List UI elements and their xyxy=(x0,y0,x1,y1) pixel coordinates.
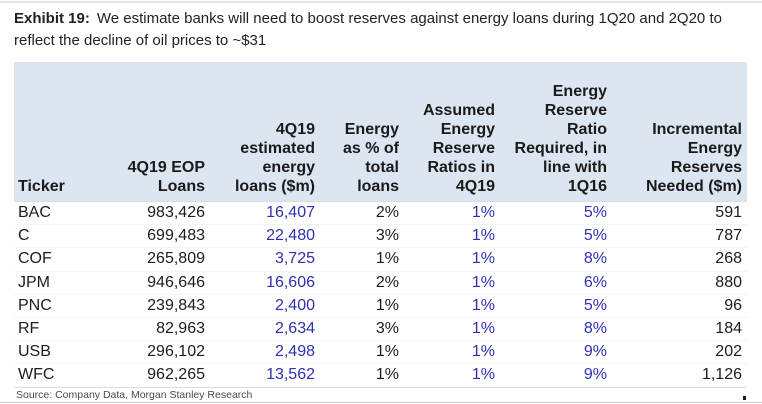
table-cell: 9% xyxy=(583,343,607,361)
exhibit-title-text: We estimate banks will need to boost res… xyxy=(14,10,722,49)
table-cell: 1% xyxy=(471,296,495,314)
table-cell: 1% xyxy=(375,250,399,268)
table-cell: 1% xyxy=(471,343,495,361)
exhibit-title: Exhibit 19: We estimate banks will need t… xyxy=(14,8,728,52)
table-row: COF 265,809 3,725 1% 1% 8% 268 xyxy=(14,248,747,272)
table-row: JPM 946,646 16,606 2% 1% 6% 880 xyxy=(14,272,747,295)
table-cell: 16,407 xyxy=(266,204,315,222)
table-cell: COF xyxy=(18,250,52,268)
column-header: Ticker xyxy=(18,178,65,195)
table-cell: 1% xyxy=(471,204,495,222)
table-cell: RF xyxy=(18,320,40,338)
table-cell: 5% xyxy=(583,296,607,314)
table-cell: 2,498 xyxy=(274,343,315,361)
exhibit-table: Ticker 4Q19 EOP Loans 4Q19 estimated energy lo… xyxy=(14,62,747,388)
table-header-row: Ticker 4Q19 EOP Loans 4Q19 estimated energy lo… xyxy=(14,62,747,202)
table-cell: 1% xyxy=(471,250,495,268)
table-cell: C xyxy=(18,227,30,245)
table-cell: 1% xyxy=(375,366,399,384)
table-cell: 983,426 xyxy=(147,204,205,222)
table-cell: 2% xyxy=(375,204,399,222)
table-cell: 8% xyxy=(583,250,607,268)
table-cell: 96 xyxy=(724,296,742,314)
table-cell: 1% xyxy=(375,343,399,361)
table-cell: 265,809 xyxy=(147,250,205,268)
column-header: Energy Reserve Ratio Required, in line with 1… xyxy=(514,83,607,195)
table-cell: 202 xyxy=(715,343,742,361)
table-cell: 1,126 xyxy=(701,366,742,384)
table-cell: 1% xyxy=(375,296,399,314)
table-cell: 699,483 xyxy=(147,227,205,245)
table-row: BAC 983,426 16,407 2% 1% 5% 591 xyxy=(14,202,747,226)
table-cell: 22,480 xyxy=(266,227,315,245)
column-header: Incremental Energy Reserves Needed ($m) xyxy=(645,121,742,195)
column-header: 4Q19 EOP Loans xyxy=(127,159,205,195)
table-cell: 16,606 xyxy=(266,273,315,291)
corner-mark xyxy=(743,396,746,400)
table-cell: 962,265 xyxy=(147,366,205,384)
column-header: 4Q19 estimated energy loans ($m) xyxy=(234,121,315,195)
table-cell: 3% xyxy=(375,320,399,338)
table-row: C 699,483 22,480 3% 1% 5% 787 xyxy=(14,225,747,249)
exhibit-label: Exhibit 19: xyxy=(14,10,90,27)
table-body: BAC 983,426 16,407 2% 1% 5% 591 C 699,483 22,480 3… xyxy=(14,202,747,388)
table-cell: WFC xyxy=(18,366,55,384)
table-cell: 5% xyxy=(583,204,607,222)
table-cell: PNC xyxy=(18,296,52,314)
table-cell: 13,562 xyxy=(266,366,315,384)
table-cell: 268 xyxy=(715,250,742,268)
table-cell: 787 xyxy=(715,227,742,245)
table-cell: 3,725 xyxy=(274,250,315,268)
table-cell: 8% xyxy=(583,320,607,338)
table-cell: 296,102 xyxy=(147,343,205,361)
table-cell: JPM xyxy=(18,273,50,291)
table-row: RF 82,963 2,634 3% 1% 8% 184 xyxy=(14,318,747,342)
table-cell: 184 xyxy=(715,320,742,338)
table-cell: 2% xyxy=(375,273,399,291)
table-cell: 880 xyxy=(715,273,742,291)
table-cell: 1% xyxy=(471,320,495,338)
table-cell: 5% xyxy=(583,227,607,245)
table-cell: 239,843 xyxy=(147,296,205,314)
table-cell: 9% xyxy=(583,366,607,384)
top-divider xyxy=(0,1,762,3)
column-header: Assumed Energy Reserve Ratios in 4Q19 xyxy=(422,102,495,195)
table-row: PNC 239,843 2,400 1% 1% 5% 96 xyxy=(14,295,747,318)
table-cell: 2,634 xyxy=(274,320,315,338)
source-note: Source: Company Data, Morgan Stanley Res… xyxy=(16,389,253,401)
column-header: Energy as % of total loans xyxy=(342,121,399,195)
table-cell: 591 xyxy=(715,204,742,222)
table-cell: 1% xyxy=(471,366,495,384)
table-cell: BAC xyxy=(18,204,51,222)
table-cell: USB xyxy=(18,343,51,361)
table-cell: 946,646 xyxy=(147,273,205,291)
bottom-divider xyxy=(0,402,762,403)
table-cell: 82,963 xyxy=(156,320,205,338)
table-cell: 3% xyxy=(375,227,399,245)
table-row: USB 296,102 2,498 1% 1% 9% 202 xyxy=(14,341,747,365)
table-cell: 2,400 xyxy=(274,296,315,314)
table-cell: 1% xyxy=(471,227,495,245)
table-cell: 1% xyxy=(471,273,495,291)
table-row: WFC 962,265 13,562 1% 1% 9% 1,126 xyxy=(14,364,747,388)
table-cell: 6% xyxy=(583,273,607,291)
